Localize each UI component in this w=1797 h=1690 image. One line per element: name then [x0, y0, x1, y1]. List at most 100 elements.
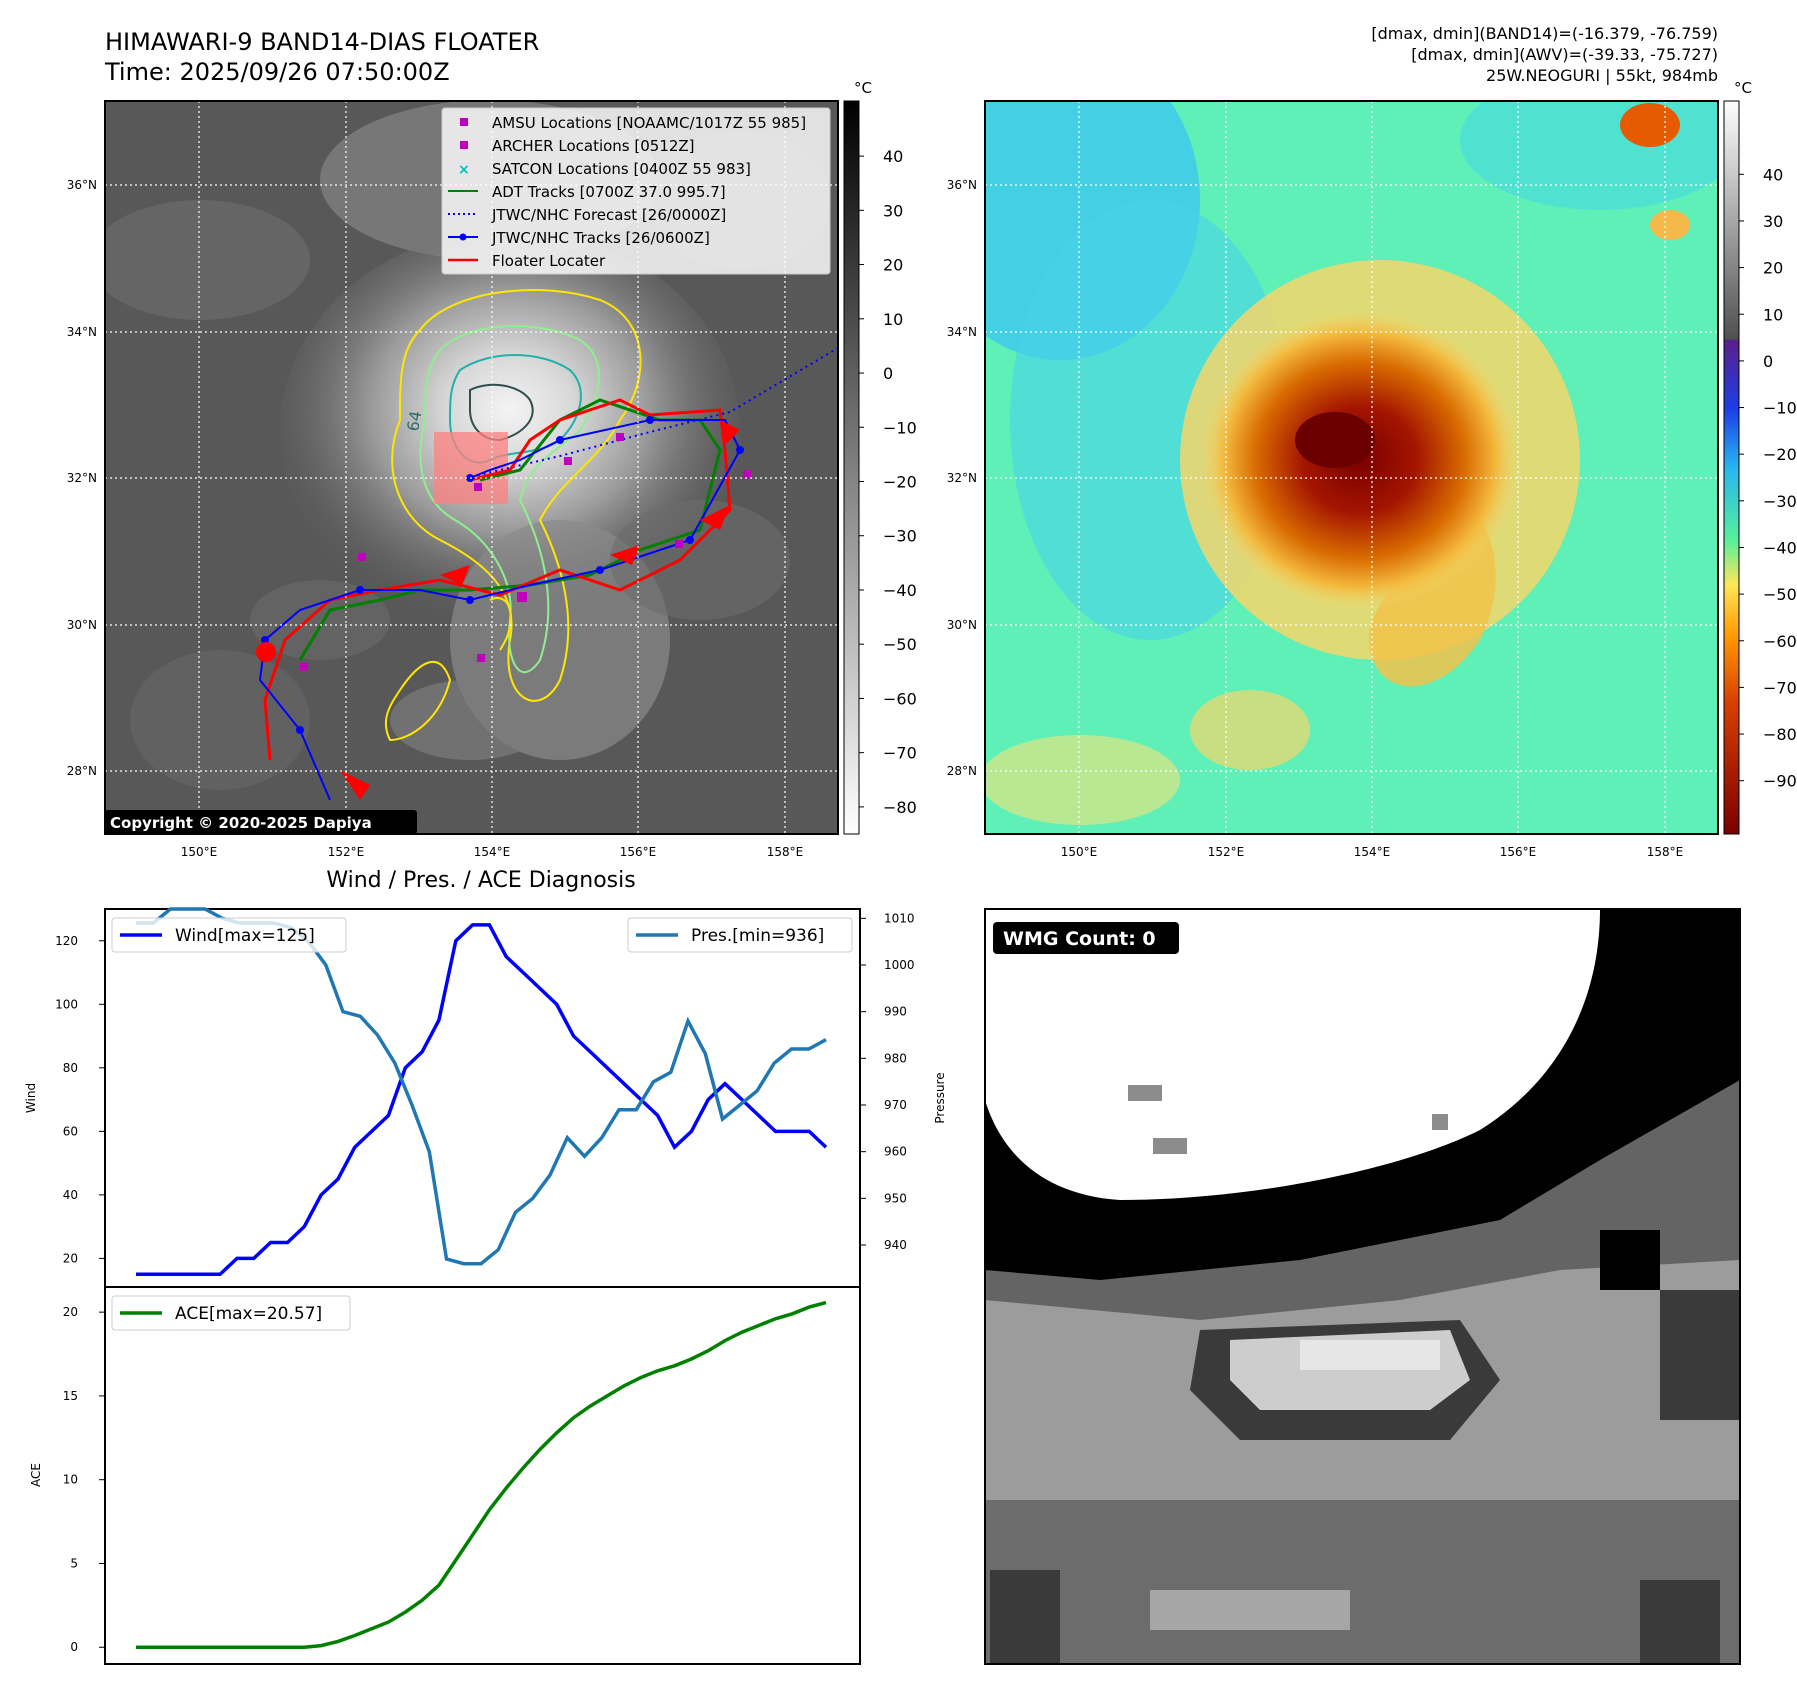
- legend-jtwc: JTWC/NHC Tracks [26/0600Z]: [491, 229, 710, 247]
- wv-map-panel: 36°N 34°N 32°N 30°N 28°N 150°E 152°E 154…: [947, 100, 1719, 859]
- pressure-legend-label: Pres.[min=936]: [691, 926, 824, 946]
- wv-colorbar: °C 40 30 20 10 0 −10 −20 −30 −40 −50 −60 −70 −80 −90: [1723, 79, 1797, 835]
- legend-satcon: SATCON Locations [0400Z 55 983]: [492, 160, 751, 178]
- ir-lat-label: 32°N: [67, 471, 97, 485]
- wv-colorbar-unit: °C: [1734, 79, 1752, 97]
- wind-series-line: [136, 923, 828, 1277]
- wv-colorbar-tick-label: 30: [1763, 212, 1783, 231]
- ir-colorbar-tick-label: −70: [883, 744, 917, 763]
- pressure-legend: Pres.[min=936]: [627, 917, 853, 953]
- wind-tick-label: 80: [63, 1061, 78, 1075]
- pressure-tick-label: 940: [884, 1238, 907, 1252]
- jtwc-track-points: [261, 416, 744, 734]
- ir-lat-label: 34°N: [67, 325, 97, 339]
- contour-label: 64: [403, 409, 425, 432]
- jtwc-forecast-track: [465, 347, 838, 479]
- ir-colorbar-tick-label: 0: [883, 364, 893, 383]
- ir-colorbar-tick-label: −20: [883, 473, 917, 492]
- wv-lat-label: 30°N: [947, 618, 977, 632]
- ir-lon-label: 150°E: [181, 845, 218, 859]
- pressure-tick-label: 1000: [884, 958, 915, 972]
- wv-colorbar-tick-label: 0: [1763, 352, 1773, 371]
- wind-tick-label: 120: [55, 934, 78, 948]
- ir-colorbar-tick-label: −10: [883, 418, 917, 437]
- wv-lon-label: 154°E: [1354, 845, 1391, 859]
- ir-lat-label: 36°N: [67, 178, 97, 192]
- ir-lat-label: 28°N: [67, 764, 97, 778]
- ir-colorbar-tick-label: −50: [883, 635, 917, 654]
- wind-axis-label: Wind: [24, 1083, 38, 1113]
- wind-tick-label: 60: [63, 1124, 78, 1138]
- ir-colorbar-tick-label: 40: [883, 147, 903, 166]
- wind-tick-label: 20: [63, 1251, 78, 1265]
- ir-colorbar-tick-label: −80: [883, 798, 917, 817]
- legend-floater: Floater Locater: [492, 252, 606, 270]
- wmg-frame: [984, 908, 1741, 1665]
- wind-legend-label: Wind[max=125]: [175, 926, 315, 946]
- ir-lon-label: 156°E: [620, 845, 657, 859]
- ace-chart: ACE 0 5 10 15 20 ACE[max=20.57]: [29, 1286, 861, 1665]
- ir-colorbar-bar: [843, 100, 860, 835]
- wv-lon-label: 152°E: [1208, 845, 1245, 859]
- wind-tick-label: 100: [55, 997, 78, 1011]
- wv-lon-label: 158°E: [1647, 845, 1684, 859]
- info-storm: 25W.NEOGURI | 55kt, 984mb: [1486, 66, 1718, 85]
- wv-lon-label: 150°E: [1061, 845, 1098, 859]
- wind-pressure-chart: Wind / Pres. / ACE Diagnosis Wind Pressu…: [24, 868, 947, 1288]
- pressure-tick-label: 980: [884, 1051, 907, 1065]
- wv-colorbar-tick-label: 20: [1763, 259, 1783, 278]
- wv-colorbar-tick-label: −30: [1763, 492, 1797, 511]
- wind-tick-label: 40: [63, 1188, 78, 1202]
- ir-lon-label: 154°E: [474, 845, 511, 859]
- wmg-count-label: WMG Count: 0: [1003, 928, 1156, 950]
- copyright-text: Copyright © 2020-2025 Dapiya: [110, 814, 372, 832]
- wv-colorbar-tick-label: −40: [1763, 538, 1797, 557]
- wv-colorbar-bar: [1723, 100, 1740, 835]
- wv-colorbar-tick-label: −10: [1763, 399, 1797, 418]
- copyright-box: [105, 810, 417, 834]
- pressure-tick-label: 960: [884, 1145, 907, 1159]
- wv-colorbar-tick-label: −80: [1763, 725, 1797, 744]
- amsu-archer-points: [300, 433, 751, 671]
- wmg-imagery: [985, 909, 1740, 1664]
- ir-map-legend: AMSU Locations [NOAAMC/1017Z 55 985] ARC…: [441, 107, 831, 275]
- wind-plot-frame: [104, 908, 861, 1288]
- info-band14: [dmax, dmin](BAND14)=(-16.379, -76.759): [1371, 24, 1718, 43]
- wv-lon-label: 156°E: [1500, 845, 1537, 859]
- wv-lat-label: 28°N: [947, 764, 977, 778]
- pressure-tick-label: 990: [884, 1005, 907, 1019]
- chart-title: Wind / Pres. / ACE Diagnosis: [326, 868, 635, 893]
- ir-colorbar-tick-label: −60: [883, 689, 917, 708]
- ir-lon-label: 152°E: [328, 845, 365, 859]
- ir-map-frame: [104, 100, 839, 835]
- ir-colorbar-tick-label: −30: [883, 527, 917, 546]
- wv-colorbar-tick-label: −70: [1763, 678, 1797, 697]
- legend-satcon-marker: ×: [458, 162, 470, 178]
- ir-colorbar: °C 40 30 20 10 0 −10 −20 −30 −40 −50 −60 −70 −80: [843, 79, 917, 835]
- legend-amsu: AMSU Locations [NOAAMC/1017Z 55 985]: [492, 114, 806, 132]
- wv-colorbar-tick-label: −20: [1763, 445, 1797, 464]
- wv-lat-label: 36°N: [947, 178, 977, 192]
- pressure-tick-label: 970: [884, 1098, 907, 1112]
- ir-colorbar-tick-label: 20: [883, 256, 903, 275]
- legend-jtwc-dot: [459, 233, 467, 241]
- ir-colorbar-tick-label: 10: [883, 310, 903, 329]
- wmg-panel: WMG Count: 0: [984, 908, 1741, 1665]
- ir-lat-label: 30°N: [67, 618, 97, 632]
- wv-colorbar-tick-label: −50: [1763, 585, 1797, 604]
- wv-imagery: [985, 101, 1718, 825]
- pressure-axis-label: Pressure: [933, 1072, 947, 1123]
- wind-legend: Wind[max=125]: [111, 917, 347, 953]
- ir-gridlines: [105, 101, 838, 834]
- ace-series-line: [136, 1300, 827, 1649]
- legend-archer-marker: [460, 141, 468, 149]
- ace-tick-label: 15: [63, 1389, 78, 1403]
- wv-colorbar-tick-label: 40: [1763, 165, 1783, 184]
- wv-lat-label: 32°N: [947, 471, 977, 485]
- legend-amsu-marker: [460, 118, 468, 126]
- figure-title: HIMAWARI-9 BAND14-DIAS FLOATER: [105, 28, 539, 56]
- floater-markers: [256, 420, 740, 800]
- wv-colorbar-tick-label: −90: [1763, 772, 1797, 791]
- figure-time: Time: 2025/09/26 07:50:00Z: [104, 58, 450, 86]
